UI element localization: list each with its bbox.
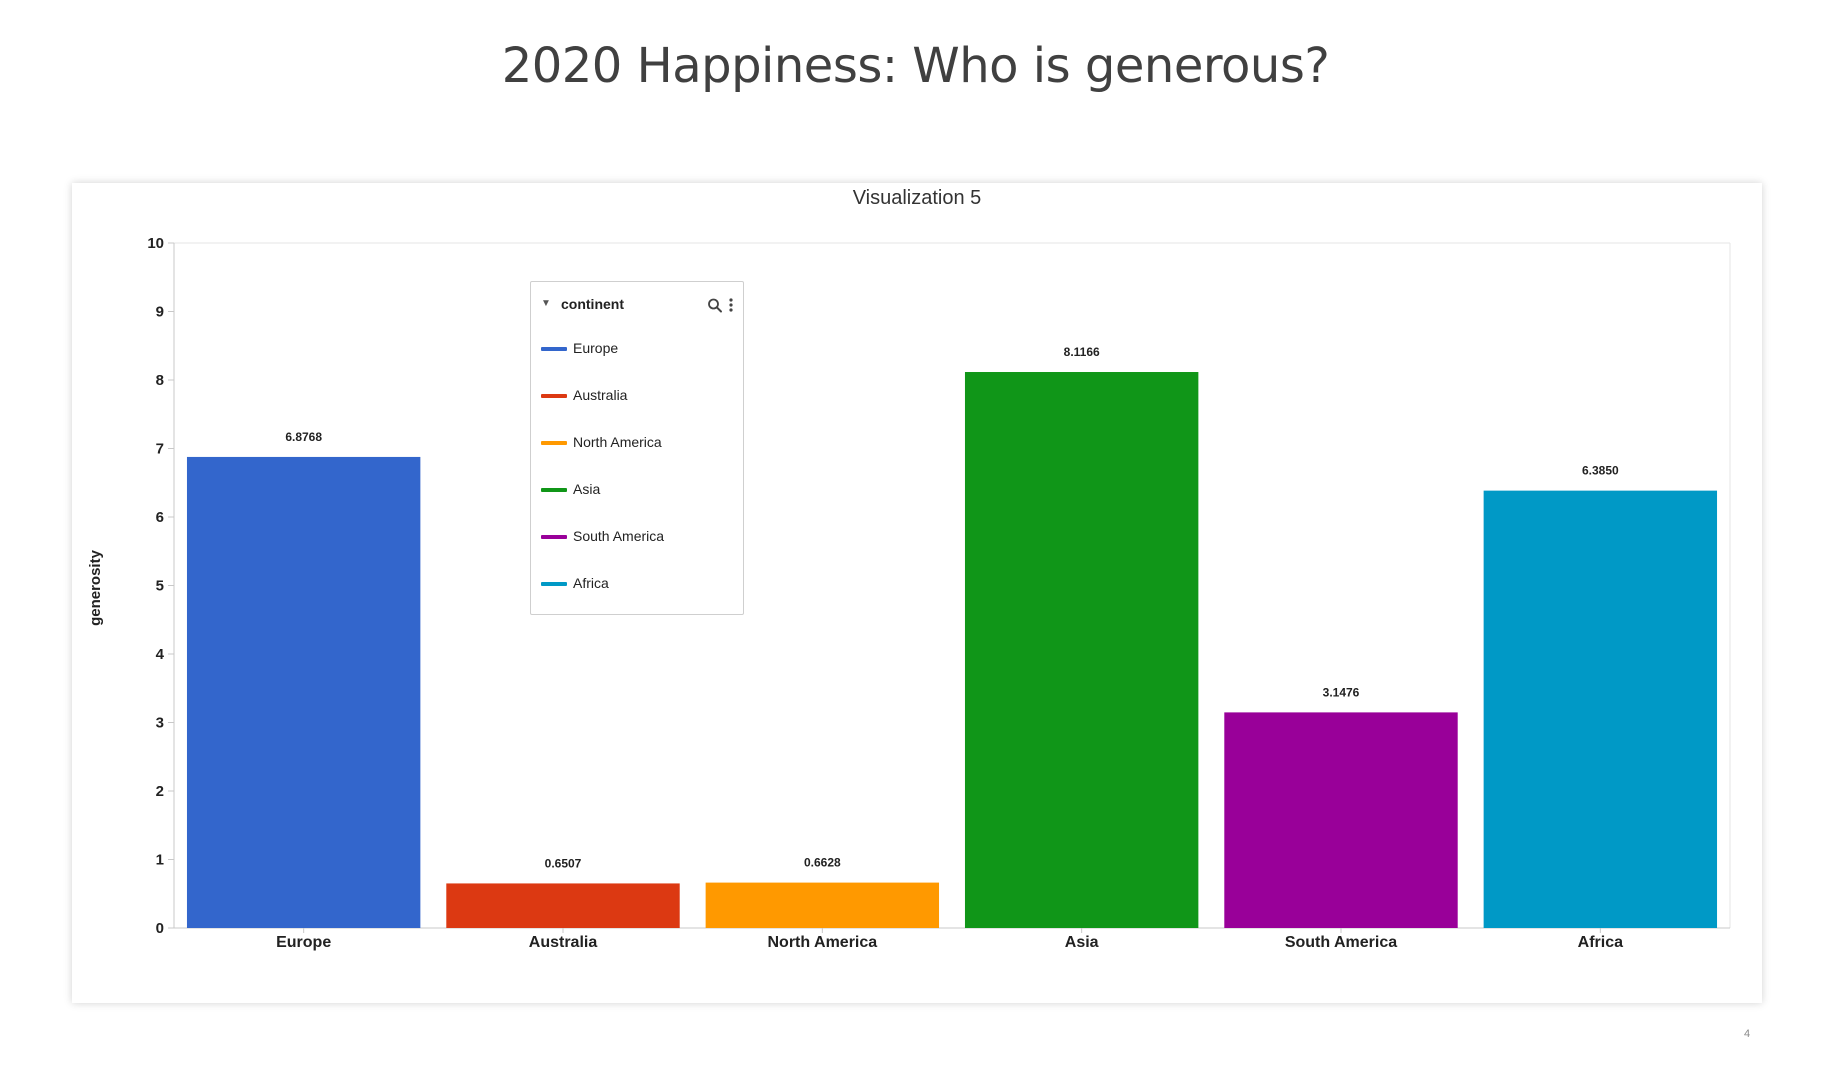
legend-swatch [541,347,567,351]
y-tick-label: 4 [156,646,165,663]
legend-panel: ▼ continent Europe Australia North America… [530,281,744,615]
value-label: 6.8768 [285,430,322,444]
more-vertical-icon[interactable] [727,296,735,314]
legend-swatch [541,535,567,539]
x-tick-label: Australia [529,934,598,951]
slide-title: 2020 Happiness: Who is generous? [501,38,1330,94]
value-labels: 6.8768 0.6507 0.6628 8.1166 3.1476 6.3850 [285,345,1619,870]
y-tick-label: 1 [156,852,164,869]
x-tick-label: Africa [1578,934,1623,951]
value-label: 6.3850 [1582,464,1619,478]
y-tick-label: 9 [156,304,164,321]
bars [186,372,1718,928]
x-axis: Europe Australia North America Asia South Am… [174,927,1730,951]
bar-north-america[interactable] [705,882,940,928]
legend-title: continent [561,296,624,312]
bar-europe[interactable] [186,456,421,928]
y-tick-label: 6 [156,509,164,526]
y-tick-label: 10 [147,235,164,252]
legend-swatch [541,394,567,398]
legend-label: Australia [573,387,628,403]
bar-chart: 0 1 2 3 4 5 6 7 8 9 10 Europe Australia North Americ… [87,235,1731,951]
legend-label: Europe [573,340,619,356]
bar-australia[interactable] [446,883,680,928]
x-tick-label: South America [1285,934,1397,951]
legend-item-australia[interactable]: Australia [541,385,731,405]
legend-item-europe[interactable]: Europe [541,338,731,358]
x-tick-label: Asia [1065,934,1099,951]
y-axis-label: generosity [87,549,104,626]
legend-header: ▼ continent [541,296,733,316]
x-tick-label: North America [768,934,878,951]
visualization-card: Visualization 5 0 1 2 3 4 5 6 7 8 9 10 Europe Austr… [72,183,1762,1003]
legend-item-africa[interactable]: Africa [541,573,731,593]
y-tick-label: 8 [156,372,164,389]
y-tick-label: 5 [156,578,164,595]
legend-label: Asia [573,481,601,497]
bar-africa[interactable] [1483,490,1718,928]
y-tick-label: 2 [156,783,164,800]
value-label: 3.1476 [1323,685,1360,699]
legend-label: Africa [573,575,609,591]
legend-swatch [541,441,567,445]
legend-item-south-america[interactable]: South America [541,526,731,546]
value-label: 0.6628 [804,856,841,870]
page-number: 4 [1744,1028,1751,1040]
visualization-title: Visualization 5 [852,187,982,209]
caret-down-icon[interactable]: ▼ [541,298,551,309]
legend-swatch [541,488,567,492]
value-label: 8.1166 [1064,345,1100,359]
y-tick-label: 3 [156,715,164,732]
legend-swatch [541,582,567,586]
y-tick-label: 0 [156,920,164,937]
legend-label: North America [573,434,662,450]
search-icon[interactable] [707,296,723,314]
legend-item-north-america[interactable]: North America [541,432,731,452]
y-tick-label: 7 [156,441,164,458]
y-axis: 0 1 2 3 4 5 6 7 8 9 10 [147,235,1731,937]
x-tick-label: Europe [276,934,331,951]
bar-south-america[interactable] [1224,712,1458,928]
legend-label: South America [573,528,665,544]
bar-asia[interactable] [964,372,1199,928]
value-label: 0.6507 [545,856,582,870]
legend-item-asia[interactable]: Asia [541,479,731,499]
